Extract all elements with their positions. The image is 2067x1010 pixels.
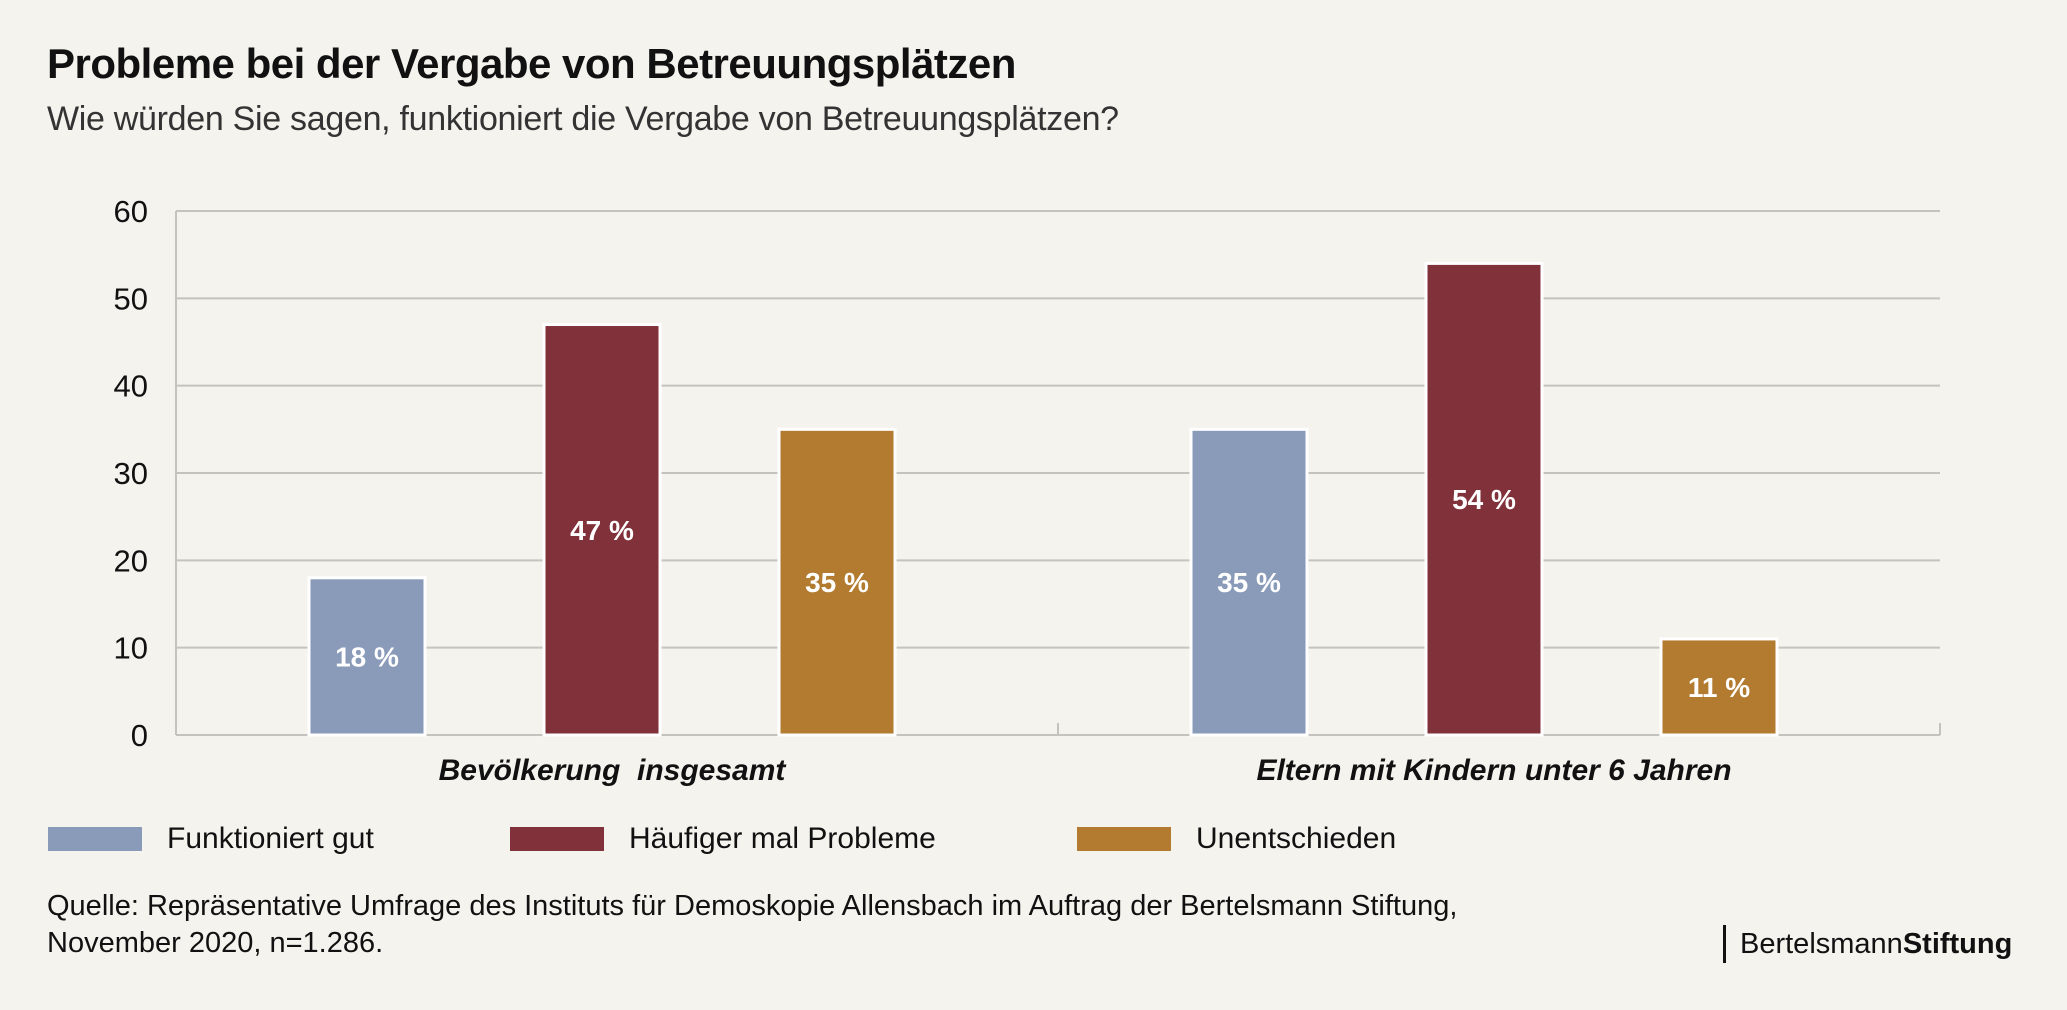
gridlines: [175, 210, 1941, 736]
bar: [307, 576, 427, 737]
category-label: Bevölkerung insgesamt: [439, 754, 788, 787]
bar-value-label: 18 %: [335, 641, 399, 672]
chart-subtitle: Wie würden Sie sagen, funktioniert die V…: [47, 100, 1119, 138]
category-label: Eltern mit Kindern unter 6 Jahren: [1256, 754, 1731, 787]
legend-label: Funktioniert gut: [167, 822, 374, 855]
y-tick-label: 50: [114, 281, 148, 316]
bar-value-label: 11 %: [1688, 672, 1750, 703]
bar-value-label: 35 %: [1217, 567, 1281, 598]
brand-logo: Bertelsmann Stiftung: [1723, 925, 2012, 963]
bar-value-label: 47 %: [570, 515, 634, 546]
source-note: Quelle: Repräsentative Umfrage des Insti…: [47, 888, 1747, 962]
brand-divider: [1723, 925, 1726, 963]
legend-swatch: [1077, 827, 1171, 851]
legend-swatch: [48, 827, 142, 851]
legend-label: Unentschieden: [1196, 822, 1397, 855]
bar: [1659, 637, 1779, 737]
source-line-1: Quelle: Repräsentative Umfrage des Insti…: [47, 890, 1458, 922]
bar-value-label: 54 %: [1452, 484, 1516, 515]
y-tick-label: 10: [114, 631, 148, 666]
legend-item-unentschieden: Unentschieden: [1077, 822, 1396, 856]
legend: Funktioniert gut Häufiger mal Probleme U…: [48, 822, 1396, 856]
chart-title: Probleme bei der Vergabe von Betreuungsp…: [47, 40, 1016, 87]
y-tick-label: 20: [114, 543, 148, 578]
bar-chart: 0 10 20 30 40 50 60 18 % 47 % 35 % 35 % 54 % 11 % B…: [114, 194, 1941, 787]
y-tick-label: 0: [131, 718, 148, 753]
brand-name-bold: Stiftung: [1902, 927, 2013, 960]
bars: 18 % 47 % 35 % 35 % 54 % 11 %: [307, 261, 1779, 737]
category-labels: Bevölkerung insgesamt Eltern mit Kindern …: [439, 754, 1732, 787]
bar: [777, 427, 897, 737]
bar: [1424, 261, 1544, 737]
y-tick-label: 60: [114, 194, 148, 229]
legend-label: Häufiger mal Probleme: [629, 822, 936, 855]
y-tick-label: 40: [114, 369, 148, 404]
source-line-2: November 2020, n=1.286.: [47, 927, 384, 959]
legend-swatch: [510, 827, 604, 851]
brand-name-regular: Bertelsmann: [1740, 927, 1903, 960]
bar-value-label: 35 %: [805, 567, 869, 598]
y-axis-ticks: 0 10 20 30 40 50 60: [114, 194, 148, 753]
bar: [542, 323, 662, 737]
bar: [1189, 427, 1309, 737]
legend-item-funktioniert-gut: Funktioniert gut: [48, 822, 510, 856]
legend-item-haeufiger-probleme: Häufiger mal Probleme: [510, 822, 1077, 856]
y-tick-label: 30: [114, 456, 148, 491]
